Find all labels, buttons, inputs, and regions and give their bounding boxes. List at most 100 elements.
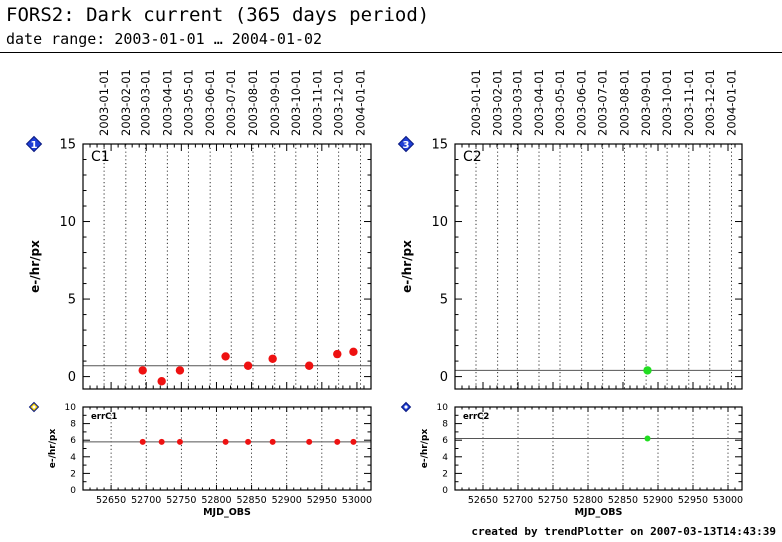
panel-2-date-tick-label: 2003-10-01 bbox=[660, 69, 674, 136]
panel-1-date-tick-label: 2003-12-01 bbox=[332, 69, 346, 136]
panel-4-x-tick-label: 52800 bbox=[573, 495, 603, 506]
panel-3-panel-label: errC1 bbox=[91, 412, 117, 422]
panel-3-y-tick-label: 4 bbox=[70, 453, 76, 463]
panel-3-y-tick-label: 6 bbox=[70, 436, 76, 446]
panel-3-data-point bbox=[306, 438, 313, 445]
panel-2-y-tick-label: 15 bbox=[431, 138, 448, 153]
panel-1-date-tick-label: 2003-02-01 bbox=[119, 69, 133, 136]
panel-2-frame bbox=[454, 143, 743, 390]
panel-2-date-tick-label: 2003-09-01 bbox=[639, 69, 653, 136]
panel-4-badge-dot bbox=[404, 405, 408, 409]
panel-1-data-point bbox=[243, 361, 253, 370]
panel-1-date-tick-label: 2003-06-01 bbox=[203, 69, 217, 136]
panel-1-y-axis-label: e-/hr/px bbox=[28, 240, 42, 293]
panel-2-date-tick-label: 2003-02-01 bbox=[491, 69, 505, 136]
panel-3-data-point bbox=[222, 438, 229, 445]
panel-3-x-tick-label: 52700 bbox=[131, 495, 161, 506]
panel-4-x-tick-label: 53000 bbox=[713, 495, 743, 506]
title-divider bbox=[0, 52, 782, 53]
panel-4-x-tick-label: 52850 bbox=[608, 495, 638, 506]
panel-4-y-tick-label: 8 bbox=[442, 420, 448, 430]
panel-1-data-point bbox=[175, 366, 185, 375]
panel-3-data-point bbox=[139, 438, 146, 445]
panel-1-date-tick-label: 2003-10-01 bbox=[289, 69, 303, 136]
panel-3-x-tick-label: 53000 bbox=[342, 495, 372, 506]
panel-3-data-point bbox=[269, 438, 276, 445]
panel-3-y-tick-label: 2 bbox=[70, 469, 76, 479]
panel-3-frame bbox=[82, 406, 372, 491]
panel-1-data-point bbox=[268, 354, 277, 363]
panel-1-date-tick-label: 2003-03-01 bbox=[139, 69, 153, 136]
panel-1-date-tick-label: 2003-11-01 bbox=[311, 69, 325, 136]
panel-1-data-point bbox=[221, 352, 230, 361]
panel-1-badge-diamond-icon bbox=[25, 135, 43, 153]
panel-1-y-tick-label: 15 bbox=[59, 138, 76, 153]
panel-1-date-tick-label: 2003-08-01 bbox=[246, 69, 260, 136]
panel-3-data-point bbox=[176, 438, 183, 445]
panel-3-data-point bbox=[334, 438, 341, 445]
panel-2-date-tick-label: 2003-06-01 bbox=[575, 69, 589, 136]
panel-4-y-tick-label: 0 bbox=[442, 486, 448, 496]
footer-credit: created by trendPlotter on 2007-03-13T14… bbox=[471, 525, 776, 538]
panel-3-badge-dot bbox=[32, 405, 36, 409]
panel-4-x-axis-label: MJD_OBS bbox=[575, 507, 623, 518]
panel-3-y-axis-label: e-/hr/px bbox=[48, 429, 58, 469]
panel-3-y-tick-label: 0 bbox=[70, 486, 76, 496]
panel-1-y-tick-label: 0 bbox=[68, 370, 76, 385]
panel-4-x-tick-label: 52900 bbox=[643, 495, 673, 506]
panel-2-data-point bbox=[643, 366, 652, 375]
panel-4-y-tick-label: 6 bbox=[442, 436, 448, 446]
panel-4-panel-label: errC2 bbox=[463, 412, 489, 422]
panel-2-y-tick-label: 5 bbox=[440, 293, 448, 308]
panel-2-y-tick-label: 0 bbox=[440, 370, 448, 385]
panel-2-date-tick-label: 2003-01-01 bbox=[469, 69, 483, 136]
panel-3-y-tick-label: 10 bbox=[65, 403, 77, 413]
panel-4-x-tick-label: 52750 bbox=[538, 495, 568, 506]
panel-4-y-tick-label: 4 bbox=[442, 453, 448, 463]
panel-2-date-tick-label: 2003-08-01 bbox=[617, 69, 631, 136]
panel-1-data-point bbox=[349, 347, 358, 356]
panel-1-badge-number: 1 bbox=[31, 140, 38, 151]
panel-2-date-tick-label: 2003-05-01 bbox=[553, 69, 567, 136]
panel-4-y-axis-label: e-/hr/px bbox=[420, 429, 430, 469]
panel-3-x-tick-label: 52850 bbox=[236, 495, 266, 506]
panel-1-data-point bbox=[138, 366, 147, 375]
panel-3-y-tick-label: 8 bbox=[70, 420, 76, 430]
panel-1-panel-label: C1 bbox=[91, 149, 110, 165]
panel-1-date-tick-label: 2003-01-01 bbox=[97, 69, 111, 136]
panel-2-date-tick-label: 2003-03-01 bbox=[510, 69, 524, 136]
panel-4-frame bbox=[454, 406, 743, 491]
panel-1-date-tick-label: 2004-01-01 bbox=[353, 69, 367, 136]
panel-3-data-point bbox=[245, 438, 252, 445]
page-title: FORS2: Dark current (365 days period) bbox=[6, 4, 430, 26]
panel-2-y-axis-label: e-/hr/px bbox=[400, 240, 414, 293]
panel-3-x-tick-label: 52900 bbox=[272, 495, 302, 506]
panel-2-badge-number: 3 bbox=[403, 140, 410, 151]
page-subtitle: date range: 2003-01-01 … 2004-01-02 bbox=[6, 30, 323, 48]
panel-4-x-tick-label: 52950 bbox=[678, 495, 708, 506]
panel-1-data-point bbox=[157, 377, 166, 386]
panel-1-date-tick-label: 2003-05-01 bbox=[181, 69, 195, 136]
panel-2-date-tick-label: 2004-01-01 bbox=[725, 69, 739, 136]
panel-4-y-tick-label: 10 bbox=[437, 403, 449, 413]
panel-4-y-tick-label: 2 bbox=[442, 469, 448, 479]
panel-2-date-tick-label: 2003-11-01 bbox=[682, 69, 696, 136]
panel-2-date-tick-label: 2003-07-01 bbox=[596, 69, 610, 136]
panel-1-frame bbox=[82, 143, 372, 390]
panel-1-date-tick-label: 2003-09-01 bbox=[268, 69, 282, 136]
panel-1-y-tick-label: 5 bbox=[68, 293, 76, 308]
panel-1-date-tick-label: 2003-04-01 bbox=[160, 69, 174, 136]
panel-3-x-tick-label: 52750 bbox=[166, 495, 196, 506]
panel-2-panel-label: C2 bbox=[463, 149, 482, 165]
panel-1-y-tick-label: 10 bbox=[59, 215, 76, 230]
panel-4-x-tick-label: 52700 bbox=[503, 495, 533, 506]
panel-4-x-tick-label: 52650 bbox=[468, 495, 498, 506]
panel-2-date-tick-label: 2003-04-01 bbox=[532, 69, 546, 136]
panel-2-date-tick-label: 2003-12-01 bbox=[703, 69, 717, 136]
panel-3-data-point bbox=[158, 438, 165, 445]
panel-2-y-tick-label: 10 bbox=[431, 215, 448, 230]
panel-3-x-tick-label: 52800 bbox=[201, 495, 231, 506]
panel-3-x-axis-label: MJD_OBS bbox=[203, 507, 251, 518]
panel-3-x-tick-label: 52950 bbox=[307, 495, 337, 506]
